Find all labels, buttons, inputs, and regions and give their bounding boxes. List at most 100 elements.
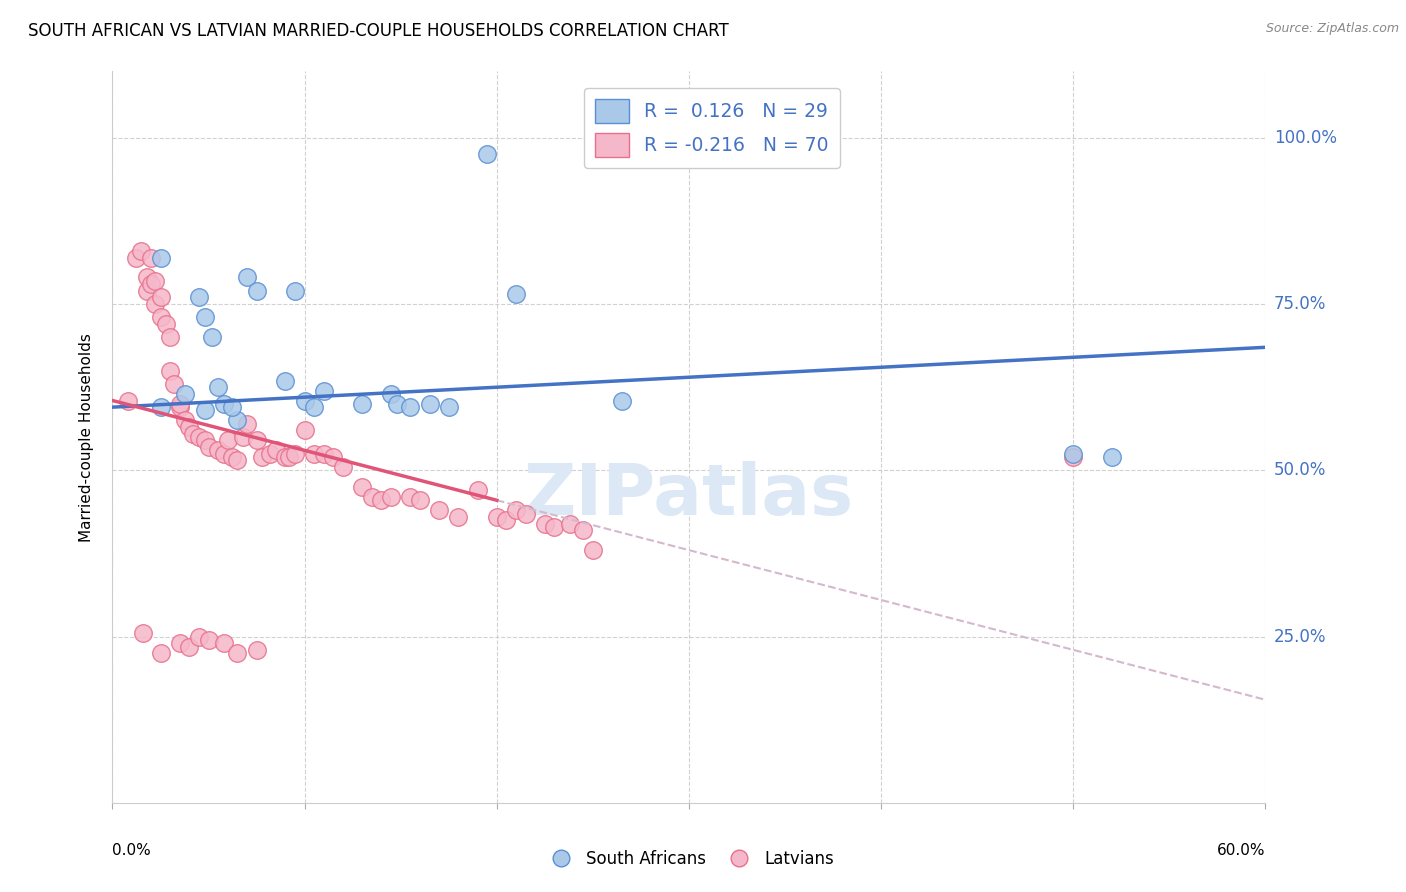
Point [274, 450, 297, 464]
Point [139, 277, 162, 292]
Point [226, 646, 249, 660]
Point [304, 400, 326, 414]
Text: 60.0%: 60.0% [1218, 843, 1265, 858]
Point [139, 251, 162, 265]
Point [352, 397, 374, 411]
Point [236, 270, 259, 285]
Point [294, 393, 316, 408]
Point [136, 284, 159, 298]
Point [187, 630, 211, 644]
Text: 0.0%: 0.0% [112, 843, 152, 858]
Point [380, 490, 402, 504]
Point [610, 393, 633, 408]
Point [322, 450, 344, 464]
Point [197, 632, 219, 647]
Point [194, 434, 217, 448]
Point [475, 147, 498, 161]
Point [558, 516, 581, 531]
Point [419, 397, 441, 411]
Point [245, 643, 267, 657]
Point [533, 516, 555, 531]
Point [515, 507, 537, 521]
Point [181, 426, 204, 441]
Point [179, 640, 201, 654]
Point [155, 317, 177, 331]
Point [1101, 450, 1123, 464]
Point [226, 413, 249, 427]
Point [169, 397, 191, 411]
Point [194, 403, 217, 417]
Point [495, 513, 517, 527]
Point [212, 447, 235, 461]
Point [437, 400, 460, 414]
Point [1062, 450, 1084, 464]
Point [245, 434, 267, 448]
Text: ZIPatlas: ZIPatlas [524, 461, 853, 530]
Point [221, 400, 243, 414]
Text: 75.0%: 75.0% [1274, 295, 1326, 313]
Point [582, 543, 605, 558]
Point [352, 480, 374, 494]
Point [264, 443, 287, 458]
Point [259, 447, 281, 461]
Point [143, 274, 166, 288]
Point [136, 270, 159, 285]
Point [169, 400, 191, 414]
Point [385, 397, 408, 411]
Point [226, 453, 249, 467]
Point [201, 330, 224, 344]
Point [409, 493, 432, 508]
Point [485, 509, 508, 524]
Point [187, 430, 211, 444]
Point [174, 387, 197, 401]
Point [149, 310, 172, 325]
Point [179, 420, 201, 434]
Point [360, 490, 382, 504]
Point [132, 626, 155, 640]
Point [221, 450, 243, 464]
Point [149, 251, 172, 265]
Point [169, 636, 191, 650]
Point [174, 413, 197, 427]
Point [380, 387, 402, 401]
Point [505, 503, 527, 517]
Point [284, 284, 307, 298]
Text: 50.0%: 50.0% [1274, 461, 1326, 479]
Point [312, 384, 335, 398]
Text: SOUTH AFRICAN VS LATVIAN MARRIED-COUPLE HOUSEHOLDS CORRELATION CHART: SOUTH AFRICAN VS LATVIAN MARRIED-COUPLE … [28, 22, 728, 40]
Point [284, 447, 307, 461]
Point [467, 483, 489, 498]
Point [427, 503, 450, 517]
Point [163, 376, 186, 391]
Point [159, 330, 181, 344]
Point [447, 509, 470, 524]
Point [278, 450, 301, 464]
Point [572, 523, 595, 537]
Point [194, 310, 217, 325]
Point [149, 290, 172, 304]
Point [197, 440, 219, 454]
Point [252, 450, 274, 464]
Point [124, 251, 146, 265]
Legend: South Africans, Latvians: South Africans, Latvians [537, 844, 841, 875]
Point [212, 636, 235, 650]
Point [212, 397, 235, 411]
Point [1062, 447, 1084, 461]
Point [304, 447, 326, 461]
Point [117, 393, 139, 408]
Point [399, 490, 422, 504]
Point [274, 374, 297, 388]
Point [245, 284, 267, 298]
Point [149, 646, 172, 660]
Point [217, 434, 239, 448]
Point [543, 520, 565, 534]
Point [370, 493, 392, 508]
Point [312, 447, 335, 461]
Point [129, 244, 153, 258]
Point [332, 460, 354, 475]
Point [159, 363, 181, 377]
Point [207, 443, 229, 458]
Point [149, 400, 172, 414]
Text: Source: ZipAtlas.com: Source: ZipAtlas.com [1265, 22, 1399, 36]
Point [187, 290, 211, 304]
